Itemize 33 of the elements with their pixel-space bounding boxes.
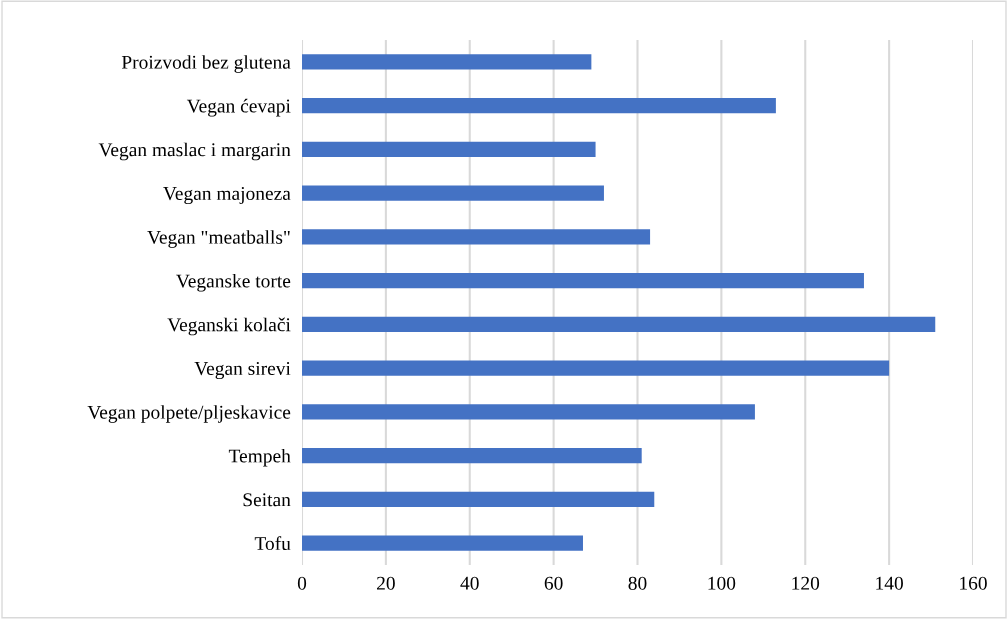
y-tick-label: Vegan polpete/pljeskavice <box>87 405 291 423</box>
y-tick-label: Veganske torte <box>176 273 291 292</box>
y-tick-label: Seitan <box>243 493 291 507</box>
y-tick-label: Tempeh <box>228 448 291 467</box>
bar <box>302 272 864 289</box>
x-tick-label: 160 <box>960 576 987 590</box>
y-tick-label: Vegan majoneza <box>163 186 291 205</box>
bar <box>302 229 651 245</box>
bar <box>302 141 596 158</box>
bar <box>302 404 755 420</box>
y-tick-label: Vegan maslac i margarin <box>98 142 291 161</box>
bar <box>302 360 890 376</box>
x-tick-label: 40 <box>460 576 479 590</box>
y-tick-label: Veganski kolači <box>167 317 291 336</box>
y-tick-label: Vegan "meatballs" <box>147 230 290 248</box>
x-tick-label: 0 <box>297 576 307 590</box>
x-tick-label: 120 <box>792 576 820 590</box>
bar <box>302 316 936 333</box>
bar <box>302 97 776 114</box>
y-tick-label: Vegan sirevi <box>194 361 291 380</box>
bar <box>302 54 592 70</box>
x-tick-label: 80 <box>628 576 647 590</box>
bar <box>302 185 604 201</box>
y-tick-label: Tofu <box>254 536 291 551</box>
x-tick-label: 140 <box>876 576 903 590</box>
y-tick-label: Proizvodi bez glutena <box>121 55 291 73</box>
x-tick-label: 20 <box>377 576 395 590</box>
x-tick-label: 100 <box>708 576 736 590</box>
bar <box>302 491 655 508</box>
bar <box>302 535 583 551</box>
bar <box>302 447 642 464</box>
x-tick-label: 60 <box>544 576 563 590</box>
y-tick-label: Vegan ćevapi <box>186 98 291 117</box>
